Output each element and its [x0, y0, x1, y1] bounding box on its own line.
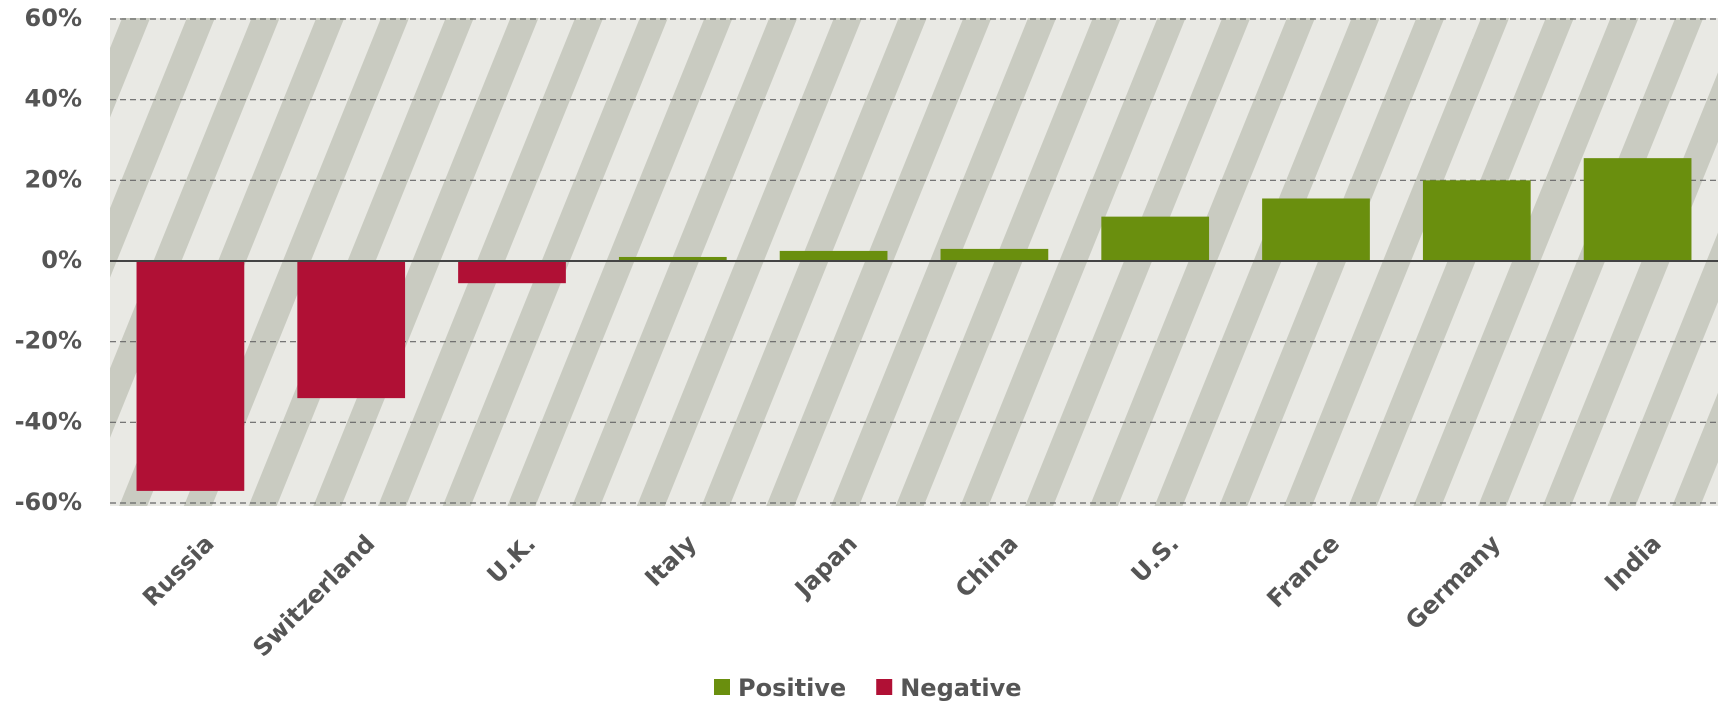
- bar: [458, 261, 566, 283]
- legend-label: Negative: [900, 674, 1021, 702]
- y-tick-label: 40%: [25, 85, 82, 113]
- legend-swatch: [714, 679, 730, 695]
- bar: [297, 261, 405, 398]
- bar: [1101, 217, 1209, 261]
- legend-label: Positive: [738, 674, 846, 702]
- x-tick-label: U.K.: [482, 529, 542, 589]
- bar: [1262, 198, 1370, 261]
- y-tick-label: 0%: [41, 246, 82, 274]
- y-tick-label: -60%: [15, 488, 82, 516]
- bar: [780, 251, 888, 261]
- x-tick-label: Italy: [639, 529, 702, 592]
- x-tick-label: India: [1599, 529, 1667, 597]
- y-tick-label: 60%: [25, 4, 82, 32]
- legend-swatch: [876, 679, 892, 695]
- x-tick-label: China: [950, 529, 1024, 603]
- y-tick-label: 20%: [25, 165, 82, 193]
- x-tick-label: Germany: [1400, 529, 1506, 635]
- x-tick-label: France: [1261, 529, 1345, 613]
- bar: [137, 261, 245, 491]
- bar: [1423, 180, 1531, 261]
- chart: -60% -40% -20% 0% 20% 40% 60% Russia Switzerland…: [0, 0, 1718, 704]
- y-tick-label: -40%: [15, 407, 82, 435]
- x-tick-label: Russia: [137, 529, 219, 611]
- x-tick-label: Japan: [788, 529, 863, 604]
- x-tick-label: Switzerland: [248, 529, 381, 662]
- bar: [1584, 158, 1692, 261]
- bar: [941, 249, 1049, 261]
- x-tick-label: U.S.: [1126, 529, 1185, 588]
- y-tick-label: -20%: [15, 327, 82, 355]
